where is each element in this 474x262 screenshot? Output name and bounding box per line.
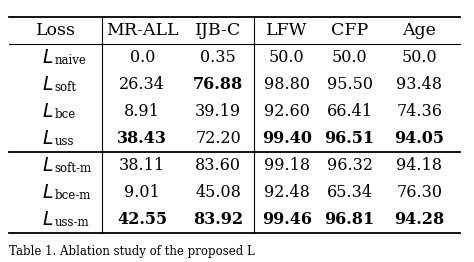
Text: 95.50: 95.50	[327, 76, 373, 93]
Text: 50.0: 50.0	[401, 49, 438, 66]
Text: soft-m: soft-m	[54, 162, 91, 175]
Text: $\it{L}$: $\it{L}$	[42, 75, 53, 94]
Text: uss: uss	[54, 135, 74, 148]
Text: $\it{L}$: $\it{L}$	[42, 183, 53, 202]
Text: MR-ALL: MR-ALL	[106, 22, 178, 39]
Text: Age: Age	[402, 22, 437, 39]
Text: IJB-C: IJB-C	[195, 22, 241, 39]
Text: 66.41: 66.41	[327, 103, 373, 120]
Text: naive: naive	[54, 54, 86, 67]
Text: 93.48: 93.48	[396, 76, 443, 93]
Text: Loss: Loss	[36, 22, 76, 39]
Text: 98.80: 98.80	[264, 76, 310, 93]
Text: 76.30: 76.30	[396, 184, 443, 201]
Text: 38.43: 38.43	[117, 130, 167, 147]
Text: 99.46: 99.46	[262, 211, 312, 228]
Text: 74.36: 74.36	[396, 103, 443, 120]
Text: $\it{L}$: $\it{L}$	[42, 102, 53, 121]
Text: $\it{L}$: $\it{L}$	[42, 210, 53, 229]
Text: 99.40: 99.40	[262, 130, 312, 147]
Text: bce: bce	[54, 108, 75, 121]
Text: 8.91: 8.91	[124, 103, 160, 120]
Text: 9.01: 9.01	[124, 184, 160, 201]
Text: 99.18: 99.18	[264, 157, 310, 174]
Text: 39.19: 39.19	[195, 103, 241, 120]
Text: $\it{L}$: $\it{L}$	[42, 156, 53, 175]
Text: 72.20: 72.20	[195, 130, 241, 147]
Text: bce-m: bce-m	[54, 189, 91, 202]
Text: 94.28: 94.28	[394, 211, 445, 228]
Text: 94.05: 94.05	[394, 130, 445, 147]
Text: 96.32: 96.32	[327, 157, 373, 174]
Text: $\it{L}$: $\it{L}$	[42, 48, 53, 67]
Text: 0.35: 0.35	[200, 49, 236, 66]
Text: $\it{L}$: $\it{L}$	[42, 129, 53, 148]
Text: 42.55: 42.55	[117, 211, 167, 228]
Text: LFW: LFW	[266, 22, 308, 39]
Text: 0.0: 0.0	[129, 49, 155, 66]
Text: 92.60: 92.60	[264, 103, 310, 120]
Text: 92.48: 92.48	[264, 184, 310, 201]
Text: 76.88: 76.88	[193, 76, 243, 93]
Text: 50.0: 50.0	[269, 49, 305, 66]
Text: 26.34: 26.34	[119, 76, 165, 93]
Text: CFP: CFP	[331, 22, 368, 39]
Text: 96.81: 96.81	[324, 211, 375, 228]
Text: uss-m: uss-m	[54, 216, 89, 229]
Text: 45.08: 45.08	[195, 184, 241, 201]
Text: 50.0: 50.0	[332, 49, 367, 66]
Text: 83.92: 83.92	[193, 211, 243, 228]
Text: 65.34: 65.34	[327, 184, 373, 201]
Text: 38.11: 38.11	[119, 157, 165, 174]
Text: 96.51: 96.51	[325, 130, 374, 147]
Text: 94.18: 94.18	[396, 157, 443, 174]
Text: soft: soft	[54, 81, 76, 94]
Text: 83.60: 83.60	[195, 157, 241, 174]
Text: Table 1. Ablation study of the proposed L: Table 1. Ablation study of the proposed …	[9, 245, 255, 258]
